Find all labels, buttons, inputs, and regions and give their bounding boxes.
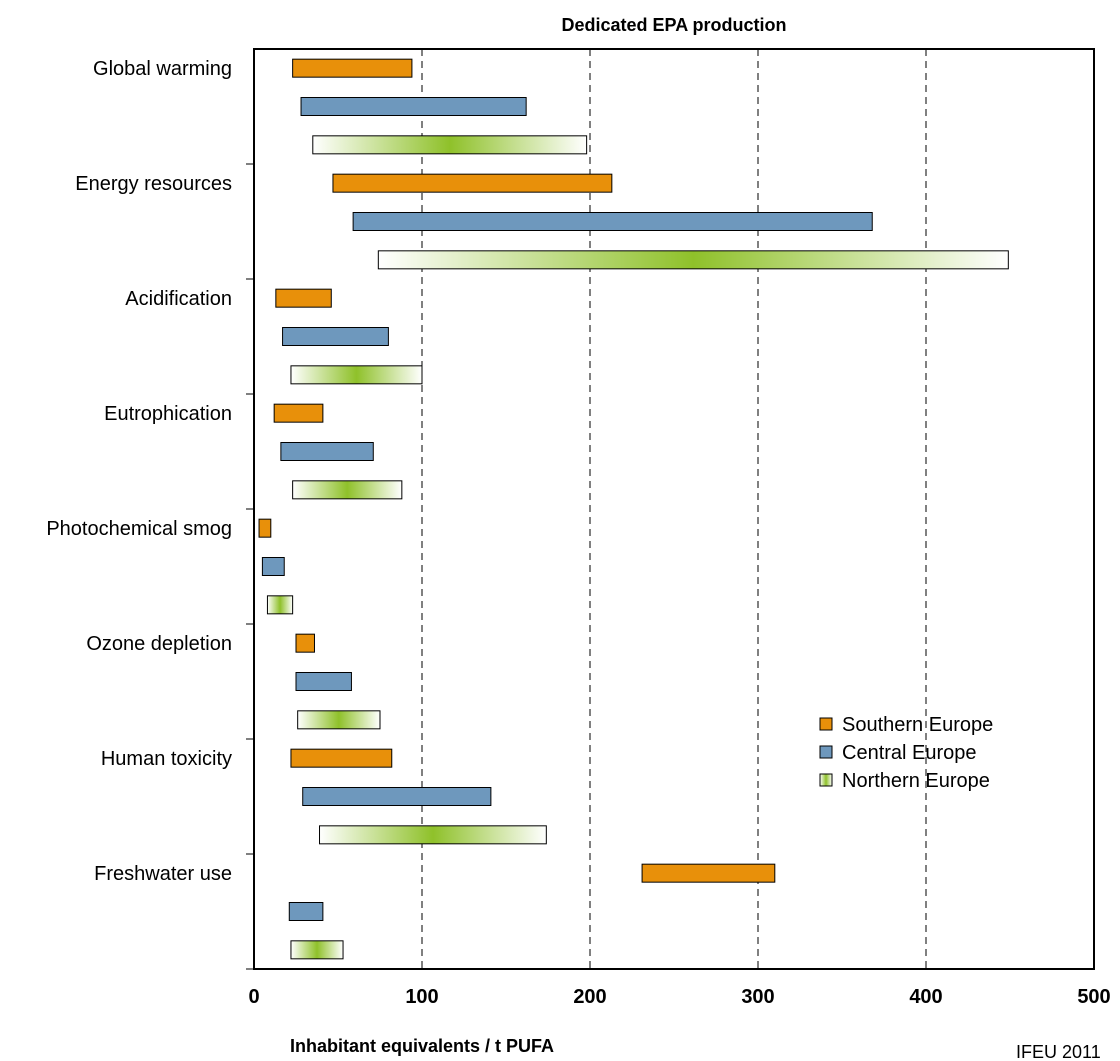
bar-northern-europe [312, 135, 588, 155]
bars [258, 58, 1009, 960]
axis-ticks [246, 163, 254, 970]
bar-southern-europe [258, 518, 272, 538]
bar-central-europe [280, 442, 374, 461]
gridlines [421, 49, 927, 969]
bar-southern-europe [295, 633, 315, 653]
legend-label: Southern Europe [842, 714, 993, 736]
x-axis-label: Inhabitant equivalents / t PUFA [290, 1036, 554, 1056]
category-label: Acidification [125, 288, 232, 310]
x-tick-label: 400 [909, 986, 942, 1008]
x-tick-label: 0 [248, 986, 259, 1008]
x-tick-label: 500 [1077, 986, 1110, 1008]
legend-label: Northern Europe [842, 770, 990, 792]
bar-northern-europe [290, 940, 344, 960]
category-label: Photochemical smog [46, 518, 232, 540]
bar-northern-europe [377, 250, 1009, 270]
bar-northern-europe [292, 480, 403, 500]
category-label: Freshwater use [94, 863, 232, 885]
bar-central-europe [288, 902, 324, 921]
bar-central-europe [352, 212, 873, 231]
bar-northern-europe [266, 595, 294, 615]
x-tick-labels: 0 100 200 300 400 500 [248, 986, 1110, 1008]
bar-northern-europe [290, 365, 423, 385]
category-labels: Global warming Energy resources Acidificat… [46, 58, 232, 885]
bar-central-europe [300, 97, 527, 116]
bar-southern-europe [332, 173, 613, 193]
category-label: Energy resources [75, 173, 232, 195]
x-tick-label: 200 [573, 986, 606, 1008]
category-label: Global warming [93, 58, 232, 80]
bar-southern-europe [292, 58, 413, 78]
legend-swatch-central-europe [819, 745, 833, 759]
bar-southern-europe [641, 863, 776, 883]
bar-central-europe [302, 787, 492, 806]
bar-northern-europe [319, 825, 547, 845]
category-label: Eutrophication [104, 403, 232, 425]
bar-southern-europe [273, 403, 324, 423]
legend-swatch-northern-europe [819, 773, 833, 787]
bar-southern-europe [275, 288, 332, 308]
bar-central-europe [261, 557, 285, 576]
category-label: Human toxicity [101, 748, 232, 770]
legend: Southern Europe Central Europe Northern Eu… [819, 714, 993, 792]
legend-swatch-southern-europe [819, 717, 833, 731]
bar-northern-europe [297, 710, 381, 730]
x-tick-label: 300 [741, 986, 774, 1008]
bar-central-europe [282, 327, 389, 346]
category-label: Ozone depletion [86, 633, 232, 655]
x-tick-label: 100 [405, 986, 438, 1008]
bar-southern-europe [290, 748, 393, 768]
source-annotation: IFEU 2011 [1016, 1042, 1101, 1061]
legend-label: Central Europe [842, 742, 977, 764]
chart-title: Dedicated EPA production [561, 15, 786, 35]
bar-central-europe [295, 672, 352, 691]
